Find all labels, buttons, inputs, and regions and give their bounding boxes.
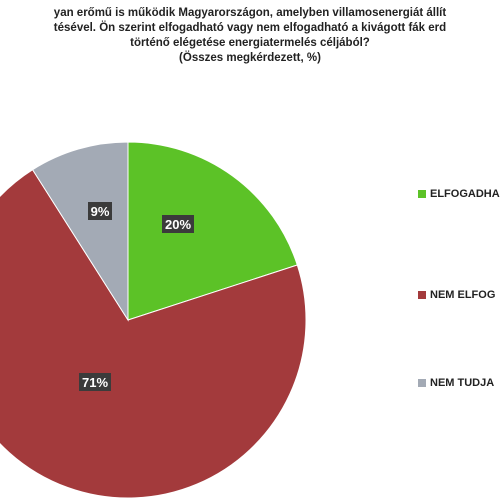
pie-slice-elfogadhato — [127, 141, 298, 321]
data-label-elfogadhato: 20% — [162, 215, 194, 233]
title-line-4: (Összes megkérdezett, %) — [179, 52, 321, 64]
legend-swatch-nem-elfogadhato — [418, 291, 426, 299]
data-label-nem-tudja: 9% — [88, 202, 112, 220]
data-label-text: 9% — [91, 204, 110, 219]
data-label-box — [79, 373, 111, 391]
title-line-1: yan erőmű is működik Magyarországon, ame… — [53, 7, 447, 19]
data-label-nem-elfogadhato: 71% — [79, 373, 111, 391]
chart-title: yan erőmű is működik Magyarországon, ame… — [0, 6, 500, 66]
title-line-2: tésével. Ön szerint elfogadható vagy nem… — [53, 22, 447, 34]
title-line-3: történő elégetése energiatermelés céljáb… — [130, 37, 370, 49]
data-label-text: 71% — [82, 375, 108, 390]
legend-item-nem-tudja: NEM TUDJA — [418, 377, 494, 389]
legend-label-nem-tudja: NEM TUDJA — [430, 377, 495, 389]
data-label-box — [162, 215, 194, 233]
legend-swatch-nem-tudja — [418, 379, 426, 387]
data-label-box — [88, 202, 112, 220]
legend-label-elfogadhato: ELFOGADHA — [430, 188, 500, 200]
data-label-text: 20% — [165, 217, 191, 232]
pie-slice-nem-tudja — [31, 141, 129, 322]
pie-slice-nem-elfogadhato — [0, 169, 307, 499]
legend-label-nem-elfogadhato: NEM ELFOG — [430, 289, 496, 301]
legend-item-nem-elfogadhato: NEM ELFOG — [418, 289, 495, 301]
legend-item-elfogadhato: ELFOGADHA — [418, 188, 500, 200]
legend-swatch-elfogadhato — [418, 190, 426, 198]
